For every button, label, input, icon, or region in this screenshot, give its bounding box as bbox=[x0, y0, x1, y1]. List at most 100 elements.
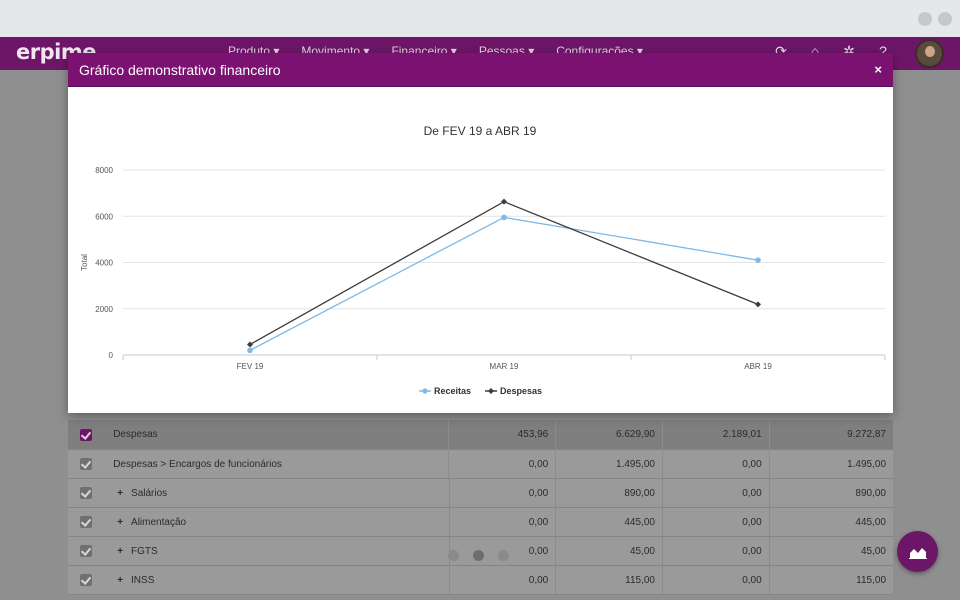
x-tick-label: MAR 19 bbox=[490, 362, 519, 371]
row-label-text: Despesas bbox=[113, 429, 158, 440]
x-tick-label: ABR 19 bbox=[744, 362, 772, 371]
row-value: 0,00 bbox=[661, 508, 769, 536]
row-label: + Salários bbox=[103, 488, 448, 499]
table-row[interactable]: Despesas > Encargos de funcionários 0,00 1… bbox=[68, 450, 893, 479]
expand-icon[interactable]: + bbox=[117, 516, 124, 528]
expand-icon[interactable]: + bbox=[117, 487, 124, 499]
row-value: 0,00 bbox=[661, 479, 769, 507]
row-label-text: FGTS bbox=[131, 545, 158, 557]
area-chart-icon bbox=[908, 547, 927, 559]
row-value: 890,00 bbox=[555, 479, 662, 507]
chart-fab-button[interactable] bbox=[897, 531, 938, 572]
row-checkbox-cell bbox=[68, 574, 103, 586]
legend-label: Despesas bbox=[500, 386, 542, 396]
row-value: 115,00 bbox=[768, 566, 893, 594]
row-value: 45,00 bbox=[555, 537, 662, 565]
page-dot[interactable] bbox=[498, 550, 509, 561]
user-avatar[interactable] bbox=[915, 39, 944, 68]
row-value: 6.629,90 bbox=[555, 420, 662, 449]
row-label: + Alimentação bbox=[103, 517, 448, 528]
row-label: Despesas bbox=[103, 429, 448, 440]
row-value: 1.495,00 bbox=[555, 450, 662, 478]
row-value: 45,00 bbox=[768, 537, 893, 565]
row-label: + INSS bbox=[103, 575, 448, 586]
row-checkbox[interactable] bbox=[79, 516, 92, 528]
pagination-dots bbox=[448, 550, 509, 561]
y-tick-label: 6000 bbox=[95, 212, 113, 221]
window-dot bbox=[938, 12, 952, 26]
row-value: 0,00 bbox=[661, 537, 769, 565]
row-label-text: Despesas > Encargos de funcionários bbox=[113, 458, 282, 470]
data-point-receitas bbox=[501, 214, 507, 221]
series-line-receitas bbox=[249, 216, 759, 351]
nav-icons: ⟳ ⌂ ✲ ? bbox=[772, 43, 892, 60]
bank-icon[interactable]: ⌂ bbox=[810, 43, 820, 59]
y-axis-label: Total bbox=[80, 254, 89, 271]
page-dot[interactable] bbox=[448, 550, 459, 561]
help-icon[interactable]: ? bbox=[879, 43, 887, 59]
row-value: 0,00 bbox=[448, 479, 556, 507]
row-value: 0,00 bbox=[448, 508, 556, 536]
close-icon[interactable]: × bbox=[874, 62, 882, 77]
x-tick-label: FEV 19 bbox=[237, 362, 264, 371]
data-point-despesas bbox=[501, 198, 507, 205]
row-value: 453,96 bbox=[448, 420, 555, 449]
chart-modal: Gráfico demonstrativo financeiro × De FE… bbox=[68, 53, 893, 413]
data-point-receitas bbox=[755, 257, 761, 263]
browser-chrome bbox=[0, 0, 960, 37]
row-checkbox-cell bbox=[68, 545, 103, 557]
row-value: 445,00 bbox=[555, 508, 662, 536]
row-label-text: Salários bbox=[131, 487, 168, 499]
page-dot-active[interactable] bbox=[473, 550, 484, 561]
row-value: 0,00 bbox=[448, 566, 556, 594]
table-row[interactable]: + FGTS 0,00 45,00 0,00 45,00 bbox=[68, 537, 893, 566]
refresh-icon[interactable]: ⟳ bbox=[775, 43, 787, 59]
row-value: 1.495,00 bbox=[768, 450, 893, 478]
row-value: 890,00 bbox=[768, 479, 893, 507]
table-row[interactable]: + INSS 0,00 115,00 0,00 115,00 bbox=[68, 566, 893, 595]
window-dot bbox=[918, 12, 932, 26]
legend-label: Receitas bbox=[434, 386, 471, 396]
chart-area: De FEV 19 a ABR 19 0 2000 4000 6000 8000 FEV 1… bbox=[68, 87, 893, 413]
row-checkbox-cell bbox=[68, 428, 103, 441]
y-tick-label: 8000 bbox=[95, 166, 113, 175]
row-checkbox[interactable] bbox=[79, 487, 92, 499]
row-checkbox[interactable] bbox=[79, 545, 92, 557]
row-checkbox[interactable] bbox=[79, 574, 92, 586]
table-row[interactable]: + Salários 0,00 890,00 0,00 890,00 bbox=[68, 479, 893, 508]
row-label-text: Alimentação bbox=[131, 516, 187, 528]
table-row[interactable]: + Alimentação 0,00 445,00 0,00 445,00 bbox=[68, 508, 893, 537]
row-checkbox-cell bbox=[68, 458, 103, 470]
row-value: 115,00 bbox=[555, 566, 662, 594]
y-tick-label: 2000 bbox=[95, 305, 113, 314]
cogs-icon[interactable]: ✲ bbox=[843, 43, 855, 59]
row-checkbox-cell bbox=[68, 487, 103, 499]
row-checkbox[interactable] bbox=[79, 428, 92, 441]
data-point-despesas bbox=[755, 301, 761, 308]
row-value: 0,00 bbox=[661, 566, 769, 594]
legend-marker bbox=[422, 388, 428, 394]
chart-title: De FEV 19 a ABR 19 bbox=[424, 124, 537, 138]
y-tick-label: 0 bbox=[109, 351, 114, 360]
row-checkbox[interactable] bbox=[79, 458, 92, 470]
data-point-receitas bbox=[247, 347, 253, 354]
row-checkbox-cell bbox=[68, 516, 103, 528]
row-value: 0,00 bbox=[448, 450, 555, 478]
financial-table: Despesas 453,96 6.629,90 2.189,01 9.272,87 De… bbox=[68, 420, 893, 595]
row-label-text: INSS bbox=[131, 574, 155, 586]
expand-icon[interactable]: + bbox=[117, 574, 124, 586]
row-value: 445,00 bbox=[768, 508, 893, 536]
row-label: + FGTS bbox=[103, 546, 448, 557]
row-value: 0,00 bbox=[661, 450, 769, 478]
y-tick-label: 4000 bbox=[95, 259, 113, 268]
legend-marker bbox=[488, 388, 494, 394]
row-value: 9.272,87 bbox=[768, 420, 893, 449]
modal-title: Gráfico demonstrativo financeiro bbox=[79, 62, 281, 78]
line-chart: De FEV 19 a ABR 19 0 2000 4000 6000 8000 FEV 1… bbox=[80, 124, 886, 396]
data-point-despesas bbox=[247, 341, 253, 348]
table-row[interactable]: Despesas 453,96 6.629,90 2.189,01 9.272,87 bbox=[68, 420, 893, 450]
modal-header: Gráfico demonstrativo financeiro × bbox=[68, 53, 893, 87]
series-line-despesas bbox=[249, 200, 759, 346]
expand-icon[interactable]: + bbox=[117, 545, 124, 557]
row-value: 2.189,01 bbox=[661, 420, 769, 449]
